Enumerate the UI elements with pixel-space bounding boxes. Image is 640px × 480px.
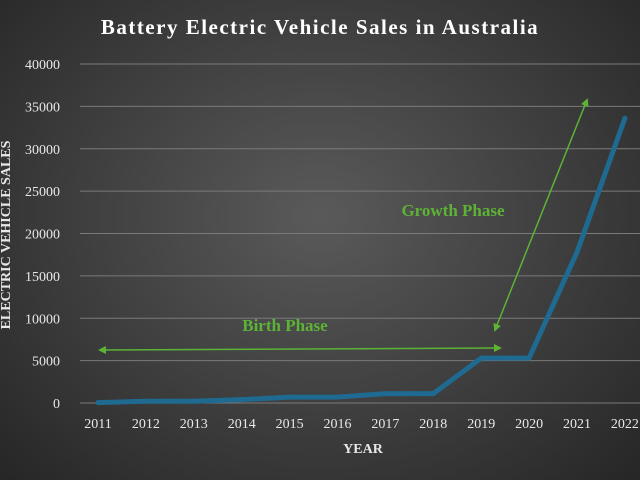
y-tick-label: 10000 xyxy=(25,312,60,327)
x-tick-label: 2011 xyxy=(84,417,111,432)
y-ticks: 0 5000 10000 15000 20000 25000 30000 35000 40000 xyxy=(25,58,60,412)
y-tick-label: 30000 xyxy=(25,143,60,158)
y-tick-label: 35000 xyxy=(25,100,60,115)
growth-phase-arrow xyxy=(493,98,589,332)
y-tick-label: 0 xyxy=(53,397,60,412)
x-tick-label: 2019 xyxy=(467,417,495,432)
series-line xyxy=(97,117,628,406)
growth-phase-label: Growth Phase xyxy=(401,201,505,220)
y-tick-label: 5000 xyxy=(32,355,60,370)
x-axis-label: YEAR xyxy=(343,442,384,457)
x-tick-label: 2017 xyxy=(371,417,399,432)
data-point-2015 xyxy=(287,394,293,400)
data-point-2014 xyxy=(239,397,245,403)
x-tick-label: 2021 xyxy=(563,417,591,432)
chart-title: Battery Electric Vehicle Sales in Austra… xyxy=(101,15,539,39)
y-tick-label: 15000 xyxy=(25,270,60,285)
x-tick-label: 2015 xyxy=(276,417,304,432)
y-tick-label: 40000 xyxy=(25,58,60,73)
x-ticks: 2011 2012 2013 2014 2015 2016 2017 2018 2019 2020… xyxy=(84,417,639,432)
x-tick-label: 2014 xyxy=(228,417,256,432)
data-point-2013 xyxy=(191,398,197,404)
x-tick-label: 2020 xyxy=(515,417,543,432)
birth-phase-label: Birth Phase xyxy=(242,316,328,335)
data-point-2020 xyxy=(526,355,532,361)
x-tick-label: 2016 xyxy=(324,417,352,432)
y-tick-label: 20000 xyxy=(25,228,60,243)
y-tick-label: 25000 xyxy=(25,185,60,200)
data-point-2016 xyxy=(335,394,340,400)
y-axis-label: ELECTRIC VEHICLE SALES xyxy=(0,140,14,329)
x-tick-label: 2022 xyxy=(611,417,639,432)
data-point-2017 xyxy=(382,391,388,397)
data-point-2011 xyxy=(95,400,101,406)
x-tick-label: 2018 xyxy=(419,417,447,432)
data-point-2018 xyxy=(430,391,436,397)
data-point-2022 xyxy=(622,115,628,121)
data-points xyxy=(95,115,628,406)
birth-phase-arrow xyxy=(98,344,502,354)
data-point-2012 xyxy=(143,398,149,404)
x-tick-label: 2012 xyxy=(132,417,160,432)
data-point-2019 xyxy=(478,355,484,361)
gridlines xyxy=(80,63,640,404)
x-tick-label: 2013 xyxy=(180,417,208,432)
data-point-2021 xyxy=(574,249,580,255)
